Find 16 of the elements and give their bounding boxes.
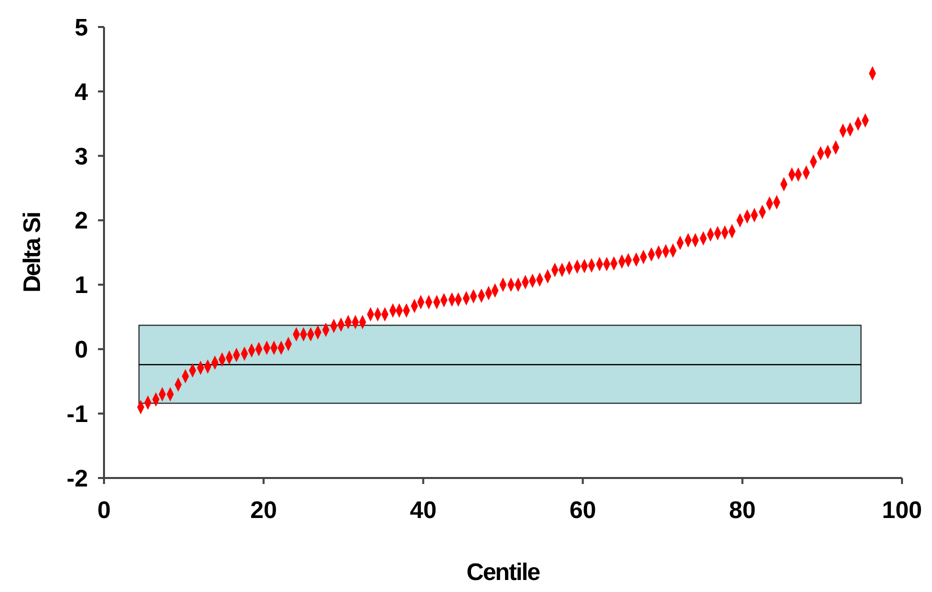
- y-tick-label: 4: [74, 78, 89, 106]
- x-tick-label: 100: [882, 497, 922, 524]
- x-axis-title: Centile: [466, 559, 540, 586]
- y-axis-title: Delta Si: [19, 212, 46, 293]
- y-tick-label: 2: [74, 208, 88, 235]
- y-tick-label: 1: [74, 272, 88, 300]
- y-tick-label: 3: [74, 143, 88, 170]
- y-tick-label: -1: [66, 400, 88, 428]
- x-tick-label: 80: [729, 497, 756, 524]
- x-tick-label: 40: [410, 497, 437, 524]
- y-tick-label: 5: [74, 14, 88, 42]
- x-tick-label: 0: [97, 497, 111, 524]
- y-tick-label: 0: [74, 336, 88, 364]
- x-tick-label: 20: [250, 497, 277, 524]
- y-tick-label: -2: [66, 465, 88, 492]
- x-tick-label: 60: [569, 497, 596, 524]
